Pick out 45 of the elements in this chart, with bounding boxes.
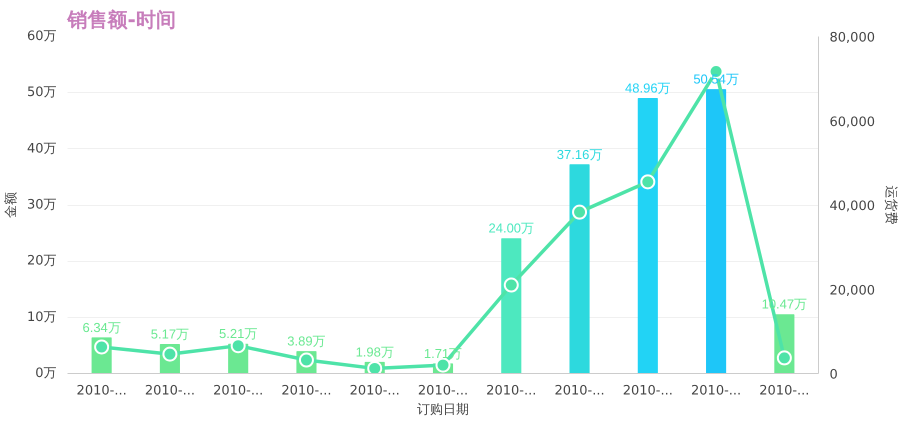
data-label: 3.89万: [287, 334, 326, 349]
y2-tick-label: 80,000: [830, 30, 875, 46]
x-tick-label: 2010-...: [554, 384, 605, 398]
x-tick-label: 2010-...: [144, 384, 195, 398]
point: [640, 174, 656, 190]
y2-tick-label: 40,000: [830, 199, 875, 214]
data-label: 6.34万: [82, 320, 121, 335]
data-label: 1.98万: [356, 344, 394, 360]
point: [94, 339, 110, 354]
x-tick-label: 2010-...: [76, 384, 127, 398]
y-tick-label: 40万: [26, 141, 57, 156]
bar: [501, 238, 522, 374]
y-tick-label: 20万: [26, 254, 57, 269]
y2-tick-label: 0: [830, 368, 838, 382]
y-tick-label: 10万: [26, 310, 57, 325]
bar: [569, 164, 590, 374]
x-tick-label: 2010-...: [418, 384, 468, 398]
y-tick-label: 60万: [26, 29, 57, 44]
bar: [638, 98, 658, 374]
data-label: 5.21万: [219, 326, 258, 342]
x-tick-label: 2010-...: [281, 384, 332, 398]
x-tick-label: 2010-...: [622, 384, 673, 398]
bar: [706, 89, 726, 374]
y-axis-title: 金额: [4, 192, 19, 218]
y2-tick-label: 60,000: [830, 114, 875, 130]
x-axis-title: 订购日期: [417, 402, 469, 418]
y-tick-label: 50万: [26, 85, 57, 100]
x-tick-label: 2010-...: [486, 384, 536, 398]
data-label: 48.96万: [625, 80, 671, 96]
point: [776, 350, 792, 366]
x-tick-label: 2010-...: [350, 384, 400, 398]
y-tick-label: 30万: [26, 198, 57, 212]
point: [504, 278, 519, 293]
x-tick-label: 2010-...: [691, 384, 742, 398]
y2-axis-title: 运货费: [882, 186, 898, 224]
data-label: 5.17万: [150, 326, 190, 342]
y-tick-label: 0万: [35, 366, 57, 381]
data-label: 24.00万: [488, 220, 534, 236]
chart-title: 销售额-时间: [66, 8, 176, 32]
x-tick-label: 2010-...: [759, 384, 810, 398]
data-label: 37.16万: [556, 146, 602, 162]
x-tick-label: 2010-...: [213, 384, 264, 398]
y2-tick-label: 20,000: [830, 283, 875, 298]
point: [572, 204, 588, 220]
point: [230, 338, 246, 354]
